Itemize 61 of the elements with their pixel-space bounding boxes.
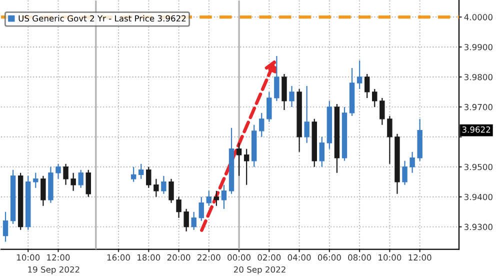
- x-tick-label: 02:00: [258, 254, 281, 261]
- candlestick: [221, 184, 227, 210]
- candlestick: [402, 160, 408, 186]
- candlestick: [319, 136, 325, 168]
- candlestick: [372, 88, 378, 108]
- candlestick: [63, 163, 68, 186]
- x-tick-label: 12:00: [408, 254, 432, 261]
- candlestick: [86, 169, 91, 198]
- y-tick-label: 3.9500: [464, 164, 492, 170]
- x-tick-label: 12:00: [47, 254, 70, 261]
- y-tick-label: 3.9800: [464, 74, 492, 80]
- x-tick-label: 08:00: [348, 254, 372, 261]
- x-tick-label: 00:00: [228, 254, 250, 261]
- y-tick-label: 4.0000: [464, 14, 492, 20]
- candlestick: [70, 172, 76, 192]
- candlestick: [2, 211, 8, 242]
- y-tick-label: 3.9400: [464, 194, 492, 200]
- candlestick: [154, 178, 159, 198]
- x-tick-label: 22:00: [198, 254, 220, 261]
- candlestick: [274, 55, 280, 102]
- candlestick: [282, 73, 287, 110]
- legend-label: US Generic Govt 2 Yr - Last Price 3.9622: [18, 15, 186, 22]
- candlestick: [289, 85, 294, 108]
- candlestick: [56, 163, 61, 180]
- candlestick: [176, 196, 182, 218]
- candlestick: [40, 175, 46, 206]
- candlestick: [236, 142, 242, 176]
- candlestick: [259, 112, 264, 138]
- x-tick-label: 06:00: [318, 254, 341, 261]
- candlestick: [130, 166, 136, 182]
- candlestick: [168, 178, 174, 204]
- annotation: 3.9622: [462, 126, 490, 133]
- x-tick-label: 04:00: [288, 254, 311, 261]
- candlestick: [380, 97, 385, 126]
- y-tick-label: 3.9300: [464, 224, 492, 230]
- candlestick: [138, 163, 144, 180]
- candlestick: [78, 169, 84, 188]
- x-tick-label: 20:00: [167, 254, 190, 261]
- y-tick-label: 3.9900: [464, 44, 492, 50]
- x-tick-label: 16:00: [107, 254, 130, 261]
- text: 19 Sep 2022: [28, 266, 80, 274]
- candlestick: [184, 208, 189, 232]
- text: 20 Sep 2022: [234, 266, 286, 274]
- candlestick: [146, 166, 152, 188]
- candlestick: [191, 211, 196, 230]
- candlestick: [266, 91, 272, 122]
- candlestick: [214, 190, 220, 206]
- x-tick-label: 10:00: [17, 254, 40, 261]
- candlestick: [244, 148, 250, 186]
- candlestick: [356, 60, 362, 90]
- candlestick: [198, 196, 204, 222]
- candlestick: [206, 190, 212, 206]
- x-tick-label: 10:00: [378, 254, 402, 261]
- x-tick-label: 18:00: [138, 254, 160, 261]
- candlestick: [387, 115, 392, 164]
- y-tick-label: 3.9700: [464, 104, 492, 110]
- candlestick: [364, 73, 370, 99]
- candlestick: [161, 175, 166, 194]
- candlestick: [410, 151, 415, 174]
- candlestick: [33, 172, 38, 188]
- candlestick: [304, 85, 310, 144]
